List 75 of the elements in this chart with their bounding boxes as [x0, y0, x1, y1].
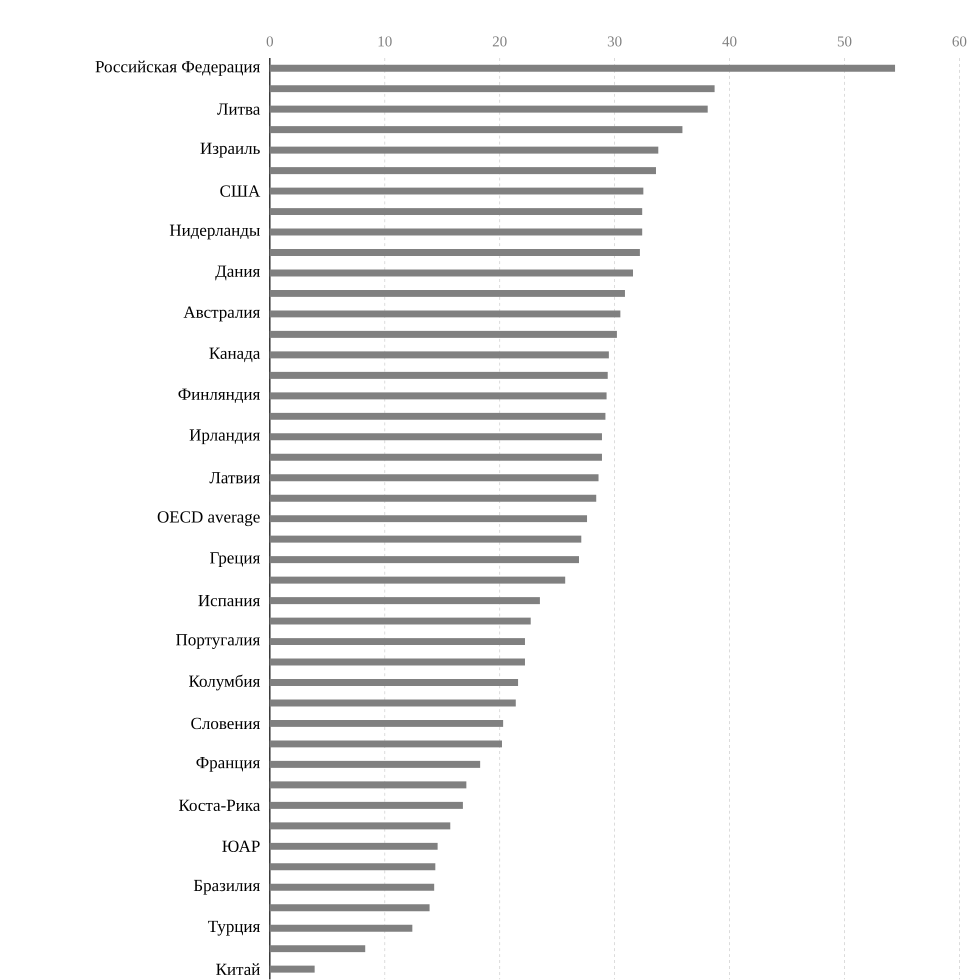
bar — [270, 966, 314, 973]
bar — [270, 863, 436, 870]
bar — [270, 290, 625, 297]
bar — [270, 474, 598, 482]
bar — [270, 351, 609, 358]
y-tick-label: Российская Федерация — [95, 60, 260, 76]
y-tick-label: Ирландия — [189, 429, 260, 444]
bar — [270, 700, 516, 706]
x-tick-label: 60 — [952, 36, 966, 46]
bar — [270, 64, 895, 72]
bar — [270, 679, 518, 686]
y-tick-label: США — [220, 185, 260, 197]
bar — [270, 842, 438, 850]
bar — [270, 536, 582, 543]
y-tick-label: Бразилия — [194, 880, 260, 895]
y-tick-label: Латвия — [209, 472, 260, 484]
bar — [270, 618, 531, 625]
bar — [270, 249, 640, 256]
x-tick-label: 50 — [838, 36, 852, 46]
x-tick-label: 30 — [608, 36, 622, 46]
x-tick-label: 40 — [722, 36, 736, 46]
bar — [270, 720, 503, 727]
y-tick-label: Колумбия — [188, 674, 260, 690]
y-tick-label: OECD average — [158, 511, 260, 526]
bar — [270, 760, 480, 768]
x-tick-label: 20 — [492, 36, 506, 46]
x-tick-label: 10 — [378, 36, 392, 46]
y-tick-label: Словения — [191, 718, 260, 730]
y-tick-label: Канада — [209, 348, 260, 362]
y-tick-label: Греция — [210, 552, 260, 568]
y-tick-label: Литва — [216, 104, 260, 115]
bar — [270, 454, 602, 461]
bar — [270, 208, 642, 216]
y-tick-label: Дания — [215, 266, 260, 280]
bar — [270, 556, 579, 564]
bar — [270, 494, 596, 502]
bar — [270, 310, 620, 318]
bar — [270, 392, 606, 400]
bar — [270, 740, 502, 748]
bar — [270, 515, 587, 522]
bar — [270, 802, 463, 809]
bar — [270, 597, 540, 604]
bar — [270, 924, 412, 932]
y-tick-label: Финляндия — [178, 388, 260, 404]
bar — [270, 433, 602, 440]
bar — [270, 85, 714, 92]
bar — [270, 269, 633, 276]
bar — [270, 167, 656, 174]
y-tick-label: Израиль — [200, 142, 260, 158]
bar — [270, 188, 644, 195]
bar — [270, 330, 617, 338]
bar — [270, 904, 430, 912]
y-tick-label: Франция — [196, 757, 260, 772]
bar — [270, 658, 525, 666]
bar — [270, 106, 708, 113]
y-tick-label: Португалия — [176, 634, 260, 649]
bar — [270, 146, 658, 154]
x-tick-label: 0 — [266, 36, 273, 46]
y-tick-label: Нидерланды — [170, 224, 260, 240]
y-tick-label: ЮАР — [222, 840, 260, 852]
bar — [270, 372, 608, 379]
y-tick-label: Коста-Рика — [178, 800, 260, 812]
bar — [270, 781, 466, 788]
y-tick-label: Австралия — [183, 306, 260, 322]
bar — [270, 126, 682, 134]
bar — [270, 945, 366, 952]
bar — [270, 228, 642, 236]
bar — [270, 576, 566, 584]
bar — [270, 884, 434, 891]
bar — [270, 412, 606, 420]
y-tick-label: Китай — [216, 963, 260, 976]
y-tick-label: Испания — [198, 594, 260, 606]
bar — [270, 822, 450, 830]
y-tick-label: Турция — [208, 920, 260, 936]
bar — [270, 638, 525, 646]
